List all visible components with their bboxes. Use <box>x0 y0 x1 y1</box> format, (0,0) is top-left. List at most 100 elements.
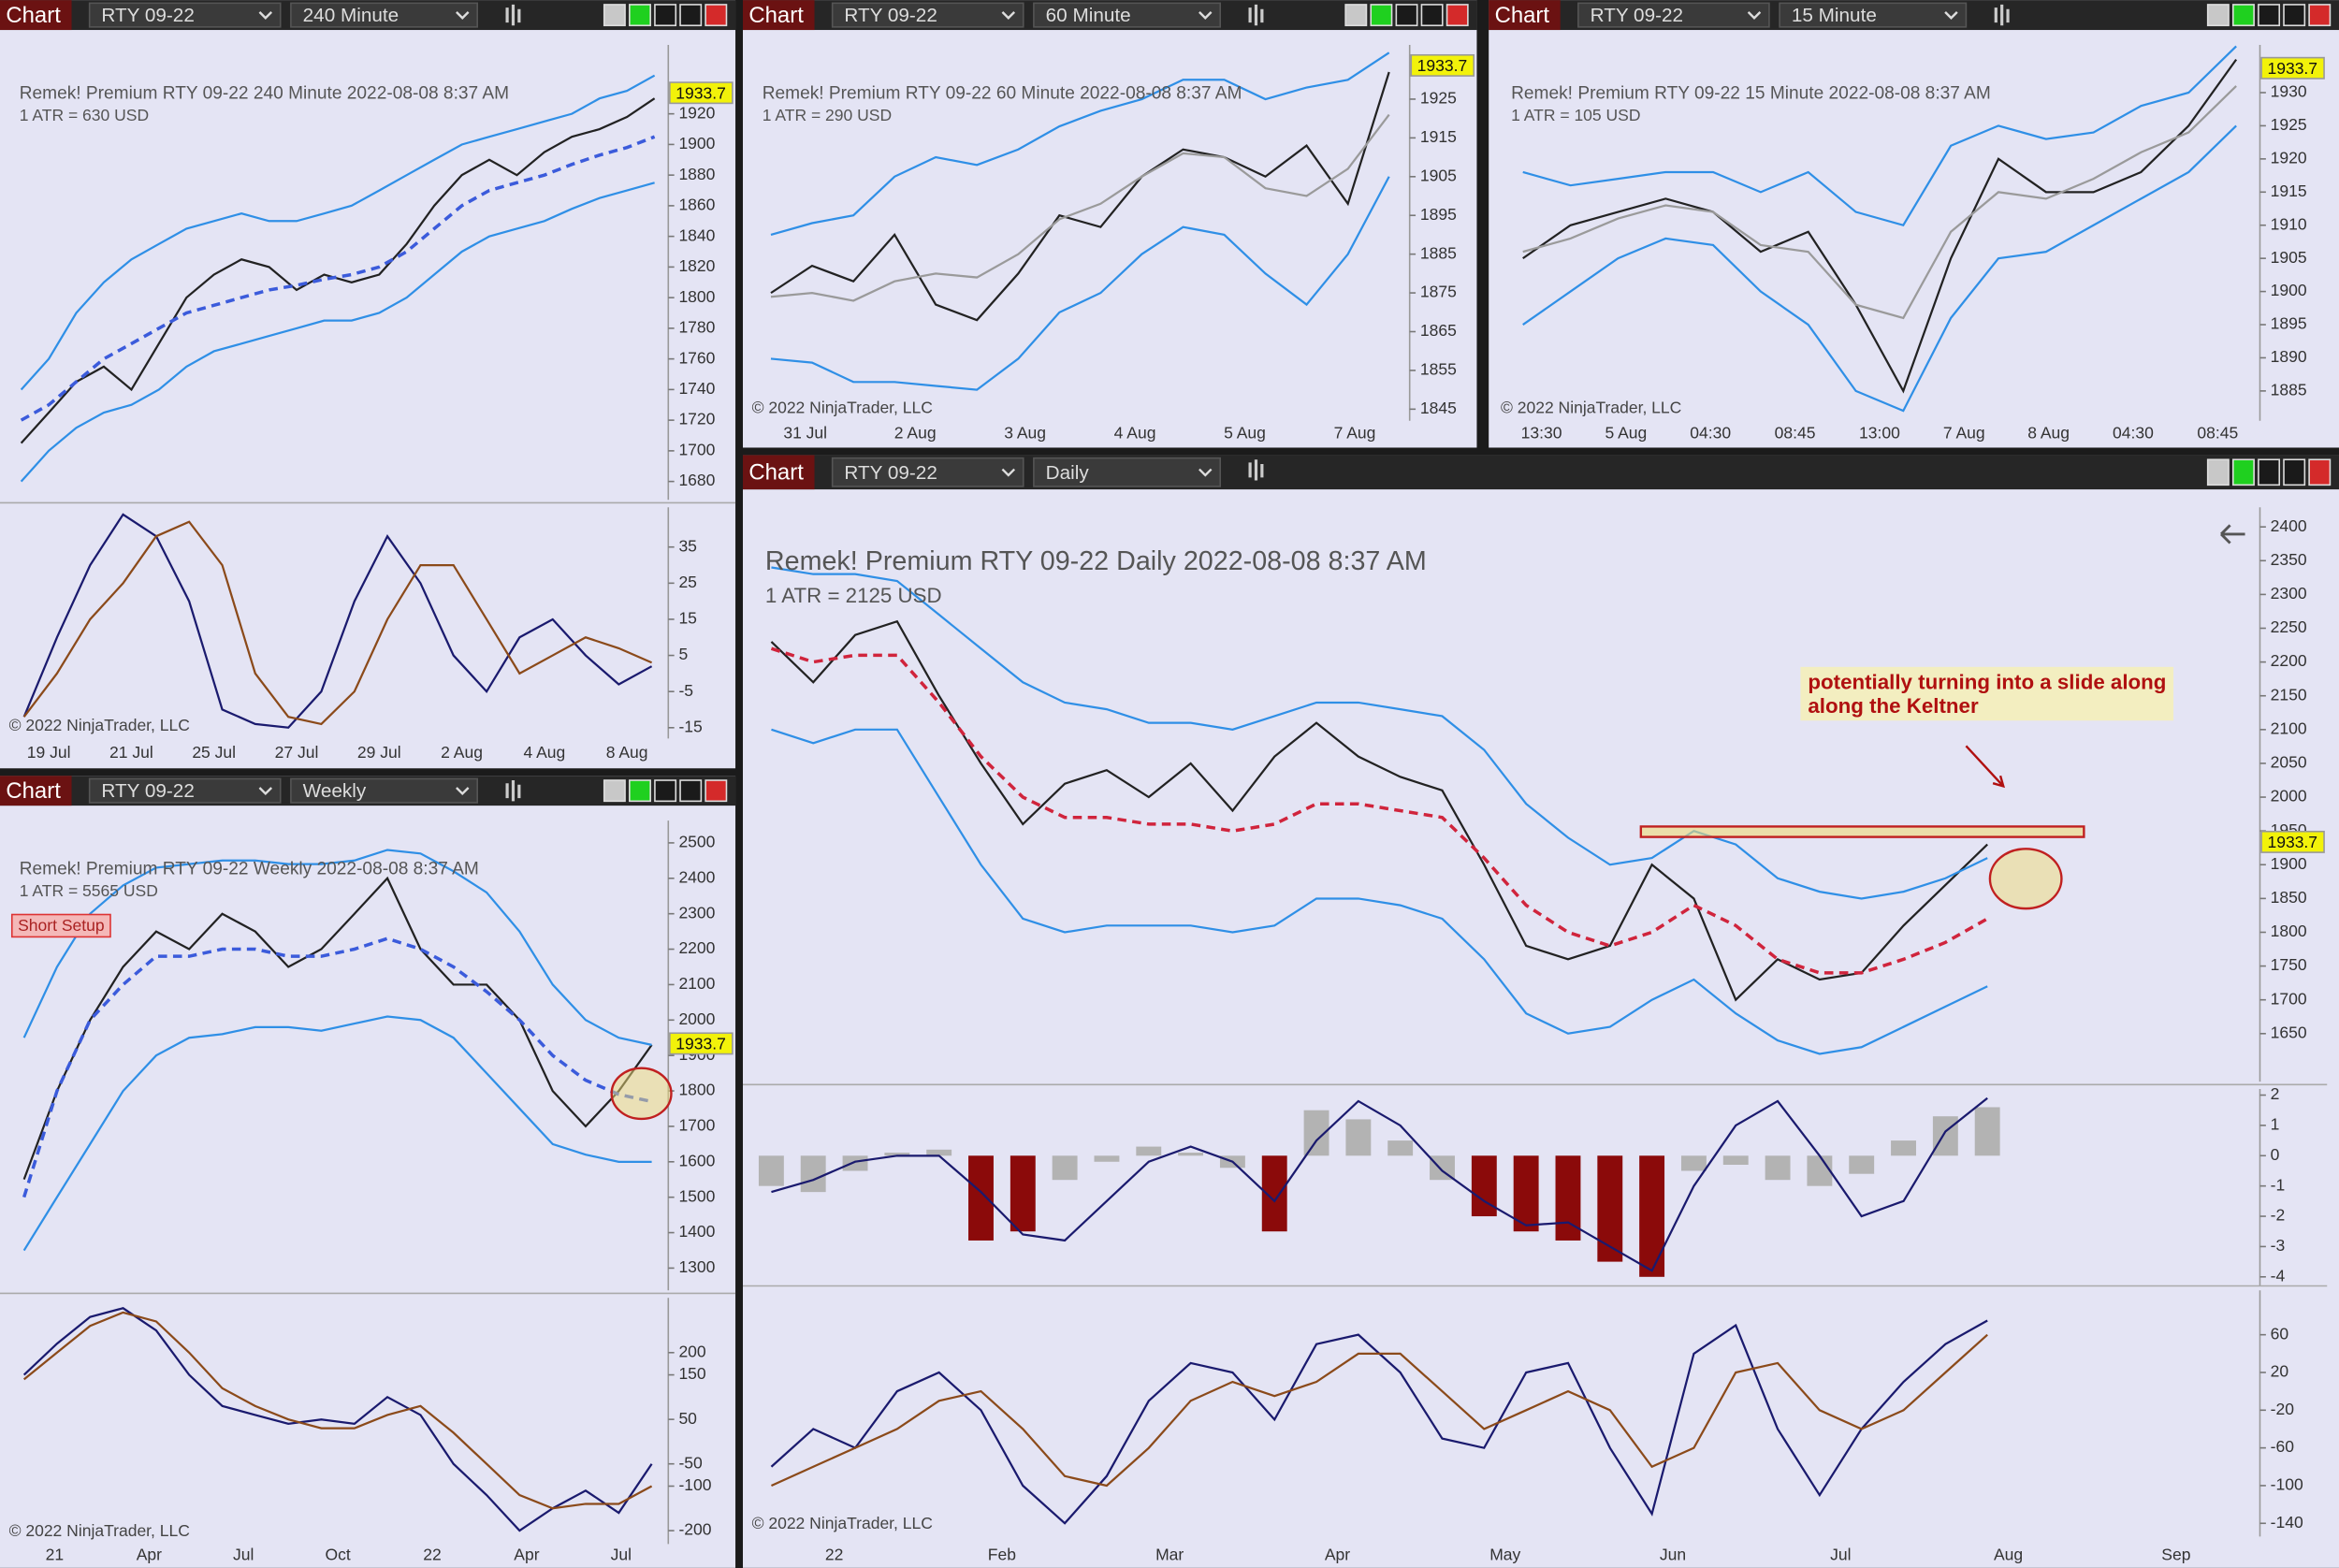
series-line <box>20 181 655 483</box>
window-button[interactable] <box>705 779 728 803</box>
bars-icon <box>505 780 521 802</box>
dropdown[interactable] <box>1033 2 1222 28</box>
window-button[interactable] <box>2258 458 2281 486</box>
x-tick-label: 31 Jul <box>783 424 827 443</box>
y-tick-label: 1920 <box>2271 148 2307 167</box>
x-tick-label: 27 Jul <box>275 743 319 762</box>
series-line <box>770 1333 1988 1488</box>
window-button[interactable] <box>679 779 703 803</box>
dropdown[interactable] <box>831 2 1024 28</box>
window-button[interactable] <box>603 4 626 27</box>
chart-tab-label: Chart <box>6 778 61 804</box>
window-button[interactable] <box>679 4 703 27</box>
window-button[interactable] <box>2283 4 2306 27</box>
y-tick-label: 150 <box>678 1364 705 1383</box>
y-tick-label: -4 <box>2271 1266 2286 1285</box>
window-button[interactable] <box>1370 4 1393 27</box>
resistance-box <box>1639 825 2085 838</box>
window-button[interactable] <box>2308 4 2332 27</box>
window-button[interactable] <box>2308 458 2332 486</box>
dropdown[interactable] <box>290 777 479 804</box>
dropdown-label[interactable]: 15 Minute <box>1792 5 1877 26</box>
dropdown-label[interactable]: RTY 09-22 <box>844 462 937 484</box>
last-price-label: 1933.7 <box>1417 56 1468 75</box>
window-button[interactable] <box>1446 4 1469 27</box>
window-button[interactable] <box>654 4 677 27</box>
atr-label: 1 ATR = 290 USD <box>763 106 892 124</box>
window-button[interactable] <box>2206 458 2230 486</box>
window-button[interactable] <box>1395 4 1418 27</box>
y-tick-label: 1900 <box>2271 281 2307 299</box>
window-button[interactable] <box>2206 4 2230 27</box>
y-tick-label: 1910 <box>2271 214 2307 233</box>
histogram-bar <box>1094 1155 1120 1162</box>
histogram-bar <box>1807 1155 1833 1186</box>
window-button[interactable] <box>2258 4 2281 27</box>
dropdown[interactable] <box>88 2 282 28</box>
dropdown-label[interactable]: Daily <box>1046 462 1090 484</box>
window-button[interactable] <box>1420 4 1444 27</box>
y-tick-label: 1915 <box>1420 127 1457 146</box>
dropdown-label[interactable]: RTY 09-22 <box>1591 5 1683 26</box>
histogram-bar <box>1974 1107 2000 1156</box>
window-button[interactable] <box>2283 458 2306 486</box>
window-button[interactable] <box>654 779 677 803</box>
x-tick-label: 25 Jul <box>192 743 236 762</box>
window-button[interactable] <box>2232 4 2255 27</box>
y-tick-label: -3 <box>2271 1236 2286 1255</box>
chart-tab <box>1489 0 1561 31</box>
dropdown-label[interactable]: RTY 09-22 <box>844 5 937 26</box>
window-button[interactable] <box>629 4 651 27</box>
x-tick-label: Apr <box>137 1546 162 1564</box>
y-tick-label: 60 <box>2271 1324 2289 1343</box>
series-line <box>770 113 1390 302</box>
series-line <box>22 513 653 729</box>
series-line <box>770 646 1989 975</box>
dropdown[interactable] <box>88 777 282 804</box>
dropdown-label[interactable]: 60 Minute <box>1046 5 1131 26</box>
dropdown-label[interactable]: Weekly <box>303 780 367 802</box>
x-tick-label: 04:30 <box>1690 424 1731 443</box>
dropdown-chevron <box>1747 11 1762 20</box>
histogram-bar <box>1849 1155 1875 1174</box>
series-line <box>771 1096 1988 1272</box>
y-tick-label: 1800 <box>678 287 715 306</box>
dropdown[interactable] <box>831 457 1024 487</box>
last-price-label: 1933.7 <box>2267 59 2317 78</box>
y-tick-label: 1760 <box>678 348 715 367</box>
dropdown-label[interactable]: RTY 09-22 <box>101 780 194 802</box>
dropdown[interactable] <box>1033 457 1222 487</box>
y-tick-label: 2 <box>2271 1084 2280 1103</box>
dropdown[interactable] <box>1577 2 1770 28</box>
dropdown-label[interactable]: RTY 09-22 <box>101 5 194 26</box>
window-button[interactable] <box>1344 4 1368 27</box>
y-tick-label: 1400 <box>678 1222 715 1241</box>
y-tick-label: 2400 <box>678 867 715 886</box>
y-tick-label: 1865 <box>1420 321 1457 340</box>
y-tick-label: 1875 <box>1420 283 1457 301</box>
window-button[interactable] <box>603 779 626 803</box>
chart-tab-label: Chart <box>6 3 61 28</box>
window-button[interactable] <box>2232 458 2255 486</box>
window-button[interactable] <box>705 4 728 27</box>
chart-tab <box>743 455 815 490</box>
y-tick-label: 1500 <box>678 1186 715 1205</box>
back-arrow[interactable] <box>2220 524 2245 544</box>
y-tick-label: 1700 <box>2271 989 2307 1008</box>
annotation-circle <box>1988 848 2063 910</box>
y-tick-label: -140 <box>2271 1513 2303 1532</box>
histogram-bar <box>1010 1155 1036 1232</box>
y-tick-label: 20 <box>2271 1362 2289 1381</box>
x-tick-label: Oct <box>326 1546 351 1564</box>
series-line <box>22 876 653 1181</box>
dropdown[interactable] <box>1779 2 1968 28</box>
window-button[interactable] <box>629 779 651 803</box>
x-tick-label: Jul <box>1830 1546 1851 1564</box>
y-tick-label: 1800 <box>2271 922 2307 940</box>
atr-label: 1 ATR = 5565 USD <box>20 881 158 900</box>
y-tick-label: 2200 <box>678 938 715 957</box>
dropdown[interactable] <box>290 2 479 28</box>
series-line <box>770 176 1390 391</box>
copyright: © 2022 NinjaTrader, LLC <box>9 716 190 734</box>
dropdown-label[interactable]: 240 Minute <box>303 5 400 26</box>
